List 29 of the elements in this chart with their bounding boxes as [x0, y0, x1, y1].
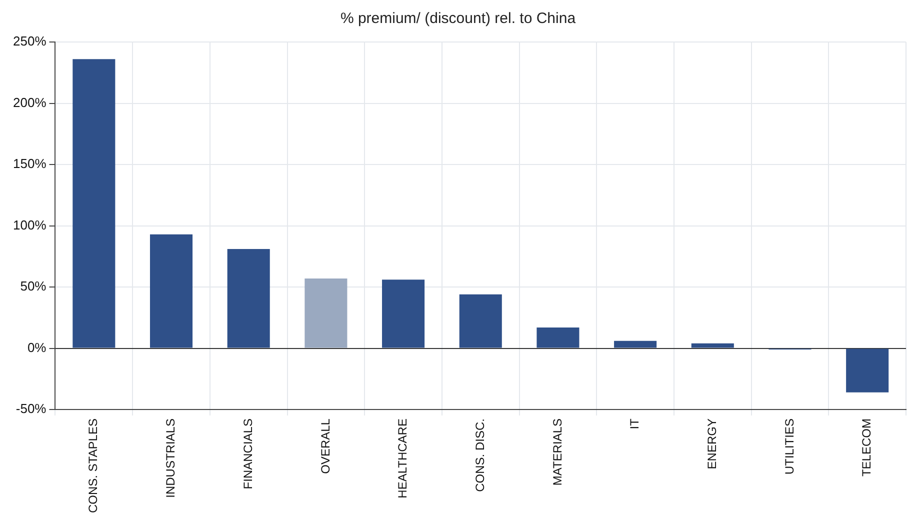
bar	[72, 59, 116, 348]
x-tick-label: UTILITIES	[782, 418, 796, 475]
x-tick-label: IT	[628, 418, 642, 430]
bar	[691, 343, 734, 348]
bar	[614, 340, 657, 348]
y-tick-label: 200%	[13, 94, 47, 110]
bar	[227, 249, 270, 348]
chart-title: % premium/ (discount) rel. to China	[340, 10, 576, 28]
y-tick-label: 50%	[20, 278, 47, 294]
x-tick-label: INDUSTRIALS	[164, 418, 178, 498]
y-tick-label: -50%	[16, 401, 47, 416]
y-tick-label: 0%	[27, 340, 47, 355]
bar	[150, 234, 193, 348]
x-tick-label: FINANCIALS	[240, 418, 255, 490]
bar	[382, 280, 425, 348]
y-tick-label: 100%	[13, 217, 47, 232]
x-tick-label: CONS. STAPLES	[86, 418, 100, 514]
bar	[459, 294, 502, 348]
bar	[536, 327, 580, 348]
y-tick-label: 250%	[13, 34, 47, 49]
x-tick-label: ENERGY	[704, 418, 719, 470]
y-tick-label: 150%	[13, 156, 47, 172]
x-tick-label: CONS. DISC.	[472, 418, 487, 492]
x-tick-label: OVERALL	[318, 418, 332, 474]
x-tick-label: TELECOM	[860, 418, 874, 477]
x-tick-label: HEALTHCARE	[396, 418, 410, 498]
bar	[846, 348, 889, 392]
x-tick-label: MATERIALS	[550, 418, 564, 486]
bar	[304, 278, 348, 348]
